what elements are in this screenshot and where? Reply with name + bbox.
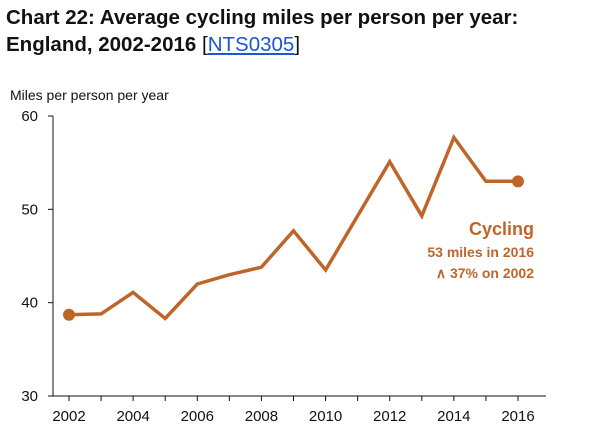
axes: 30 40 50 60 2002 2004 2006 2008 2010 2012 2014 2016 <box>21 108 546 425</box>
chart-title-text: Chart 22: Average cycling miles per pers… <box>6 6 519 56</box>
x-tick-label: 2008 <box>245 408 278 425</box>
y-axis-label: Miles per person per year <box>10 87 169 103</box>
title-bracket-close: ] <box>294 33 301 56</box>
x-tick-label: 2014 <box>437 408 470 425</box>
y-tick-label: 50 <box>21 201 38 218</box>
x-tick-label: 2002 <box>52 408 85 425</box>
y-tick-label: 60 <box>21 108 38 125</box>
annotation-change: ∧ 37% on 2002 <box>436 265 534 281</box>
annotation-value: 53 miles in 2016 <box>427 244 534 260</box>
data-point-marker <box>63 308 75 321</box>
title-bracket-open: [ <box>202 33 208 56</box>
x-tick-label: 2012 <box>373 408 406 425</box>
x-tick-label: 2016 <box>501 408 534 425</box>
x-tick-label: 2010 <box>309 408 342 425</box>
annotation-series-name: Cycling <box>469 219 534 239</box>
chart-title: Chart 22: Average cycling miles per pers… <box>6 4 586 58</box>
series-line-cycling <box>68 133 518 321</box>
x-tick-label: 2006 <box>181 408 214 425</box>
data-point-marker <box>512 175 524 188</box>
x-tick-label: 2004 <box>116 408 149 425</box>
nts0305-link[interactable]: NTS0305 <box>207 33 295 56</box>
y-tick-label: 40 <box>21 295 38 312</box>
plot-area <box>63 133 524 321</box>
y-tick-label: 30 <box>21 388 38 405</box>
